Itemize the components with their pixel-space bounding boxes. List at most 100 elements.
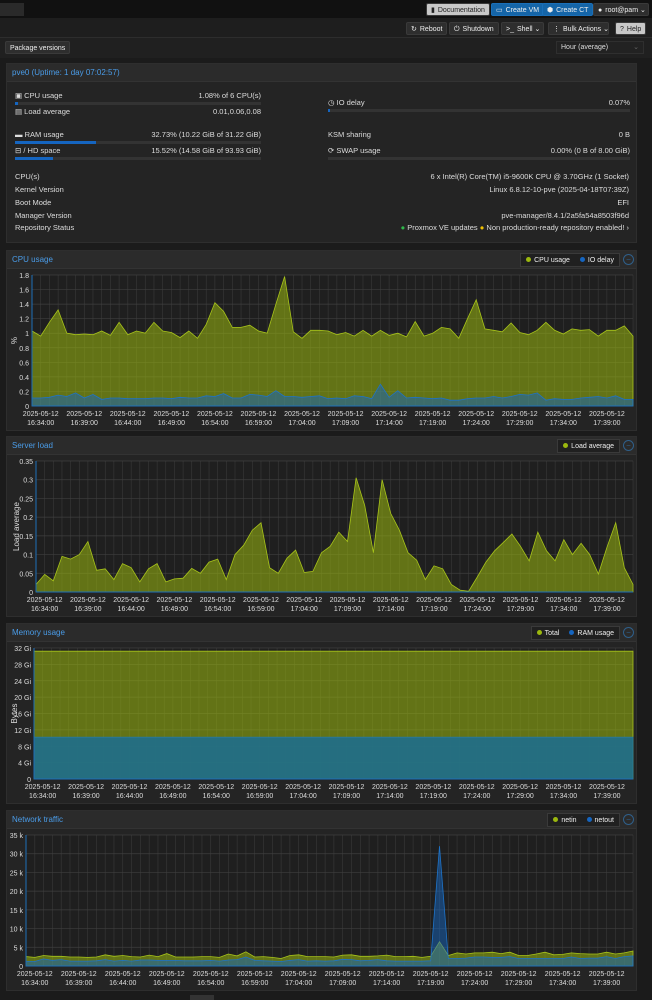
collapse-icon[interactable]: − [623,814,634,825]
info-row-boot: Boot Mode EFI [15,198,629,207]
x-tick-date: 2025-05-12 [457,971,493,978]
repo-warning: Non production-ready repository enabled! [486,223,625,232]
timeframe-select[interactable]: Hour (average) ⌄ [556,41,644,54]
x-tick-date: 2025-05-12 [459,597,495,604]
series-area-netout [25,846,634,967]
y-tick-label: 0.35 [19,459,33,466]
load-average-row: ▤ Load average 0.01,0.06,0.08 [15,107,261,116]
x-tick-date: 2025-05-12 [66,411,102,418]
chart-legend: Total RAM usage [530,626,620,640]
package-versions-button[interactable]: Package versions [5,41,71,54]
bulk-actions-button[interactable]: ⋮ Bulk Actions ⌄ [548,22,609,35]
x-tick-time: 16:49:00 [161,606,188,613]
x-tick-date: 2025-05-12 [242,784,278,791]
x-tick-time: 16:54:00 [203,793,230,800]
chevron-down-icon: ⌄ [534,26,541,33]
y-tick-label: 16 Gi [14,712,31,719]
collapse-icon[interactable]: − [623,254,634,265]
legend-label: Load average [571,443,614,450]
help-button[interactable]: ? Help [615,22,647,35]
create-vm-label: Create VM [505,7,540,14]
status-panel: pve0 (Uptime: 1 day 07:02:57) ▣ CPU usag… [6,63,637,243]
info-label: Manager Version [15,211,72,220]
x-tick-date: 2025-05-12 [70,597,106,604]
x-tick-date: 2025-05-12 [545,971,581,978]
x-tick-date: 2025-05-12 [61,971,97,978]
create-vm-button[interactable]: ▭ Create VM [491,3,545,16]
question-icon: ? [620,26,624,33]
ram-value: 32.73% (10.22 GiB of 31.22 GiB) [151,130,261,139]
y-tick-label: 5 k [14,945,24,952]
search-box[interactable] [0,3,24,16]
reboot-button[interactable]: ↻ Reboot [406,22,448,35]
y-tick-label: 25 k [10,870,24,877]
chart-legend: netin netout [547,813,620,827]
x-tick-time: 16:59:00 [246,793,273,800]
hdd-icon: ⊟ [15,146,24,155]
x-tick-time: 16:59:00 [245,420,272,427]
legend-item[interactable]: Load average [558,443,619,450]
x-tick-date: 2025-05-12 [372,784,408,791]
x-tick-date: 2025-05-12 [286,597,322,604]
legend-label: netin [561,817,577,824]
y-tick-label: 24 Gi [14,679,31,686]
y-tick-label: 0.3 [23,478,33,485]
legend-item[interactable]: RAM usage [564,630,619,637]
chart-panel: Server load Load average −0 0.05 0.1 0.15 0.2 0… [6,436,637,617]
resize-handle[interactable] [190,995,214,1000]
x-tick-time: 17:39:00 [593,793,620,800]
legend-dot-icon [586,817,592,822]
swap-label: SWAP usage [336,146,381,155]
legend-item[interactable]: netin [548,817,581,824]
x-tick-time: 16:54:00 [201,420,228,427]
x-tick-time: 17:24:00 [464,606,491,613]
collapse-icon[interactable]: − [623,440,634,451]
info-label: Boot Mode [15,198,52,207]
series-area-load-average [35,477,634,593]
legend-dot-icon [536,630,542,635]
x-tick-time: 16:39:00 [74,606,101,613]
documentation-label: Documentation [437,7,485,14]
package-versions-label: Package versions [10,45,66,52]
legend-item[interactable]: Total [532,630,565,637]
x-tick-time: 16:39:00 [65,980,92,987]
documentation-button[interactable]: ▮ Documentation [426,3,490,16]
x-tick-date: 2025-05-12 [501,971,537,978]
y-tick-label: 0.6 [19,360,29,367]
collapse-icon[interactable]: − [623,627,634,638]
x-tick-date: 2025-05-12 [325,971,361,978]
cpu-usage-row: ▣ CPU usage 1.08% of 6 CPU(s) [15,91,261,100]
repo-status-link[interactable]: ● Proxmox VE updates ● Non production-re… [401,223,629,232]
y-axis-label: % [10,337,19,344]
x-tick-time: 17:34:00 [550,420,577,427]
legend-item[interactable]: CPU usage [521,257,575,264]
x-tick-date: 2025-05-12 [371,411,407,418]
shutdown-button[interactable]: ⏻ Shutdown [449,22,499,35]
x-tick-date: 2025-05-12 [110,411,146,418]
chart-plot: 0 0.05 0.1 0.15 0.2 0.25 0.3 0.35 2025-05-12 16:3… [12,459,634,613]
x-tick-time: 17:04:00 [289,793,316,800]
y-tick-label: 35 k [10,833,24,840]
x-tick-date: 2025-05-12 [284,411,320,418]
legend-item[interactable]: IO delay [575,257,619,264]
y-tick-label: 1.8 [19,273,29,280]
x-tick-date: 2025-05-12 [112,784,148,791]
x-tick-date: 2025-05-12 [589,597,625,604]
x-tick-time: 16:49:00 [153,980,180,987]
x-tick-time: 17:09:00 [333,793,360,800]
user-menu[interactable]: ● root@pam ⌄ [593,3,649,16]
bulk-actions-label: Bulk Actions [563,26,602,33]
legend-dot-icon [569,630,575,635]
cpu-bar [15,102,261,105]
x-tick-date: 2025-05-12 [330,597,366,604]
chart-title-text: Server load [12,441,53,450]
hd-bar [15,157,261,160]
create-ct-button[interactable]: ⬢ Create CT [542,3,594,16]
monitor-icon: ▭ [496,7,503,14]
shell-button[interactable]: >_ Shell ⌄ [501,22,544,35]
x-tick-time: 17:04:00 [285,980,312,987]
x-tick-date: 2025-05-12 [328,411,364,418]
x-tick-date: 2025-05-12 [416,597,452,604]
legend-item[interactable]: netout [582,817,619,824]
x-tick-time: 16:54:00 [204,606,231,613]
